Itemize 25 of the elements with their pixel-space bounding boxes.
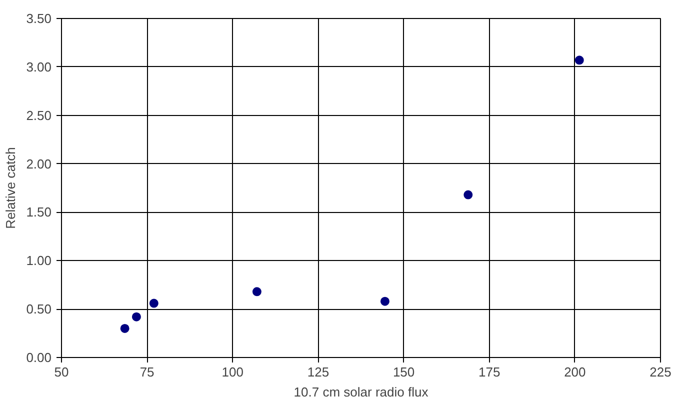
point — [574, 56, 584, 65]
point — [149, 298, 158, 308]
y-axis-title: Relative catch — [3, 147, 18, 229]
x-tick-label: 75 — [140, 364, 154, 380]
x-tick-label: 100 — [222, 364, 244, 380]
y-tick-label: 1.00 — [26, 253, 52, 268]
x-tick-label: 125 — [307, 364, 330, 380]
y-tick-label: 1.50 — [26, 204, 52, 220]
x-tick-label: 200 — [564, 364, 586, 380]
y-tick-label: 0.50 — [26, 302, 52, 317]
point — [132, 312, 141, 322]
y-tick-label: 2.50 — [26, 108, 52, 123]
y-tick-label: 0.00 — [26, 350, 52, 365]
x-tick-label: 225 — [650, 364, 672, 380]
point — [252, 287, 262, 296]
point — [120, 324, 130, 333]
x-axis-title: 10.7 cm solar radio flux — [294, 384, 429, 400]
x-tick-label: 150 — [392, 364, 415, 380]
point — [464, 190, 473, 200]
point — [380, 296, 390, 306]
x-tick-label: 175 — [478, 364, 500, 380]
x-tick-label: 50 — [54, 364, 69, 380]
y-tick-label: 3.00 — [26, 59, 52, 74]
y-tick-label: 3.50 — [26, 11, 52, 26]
y-tick-label: 2.00 — [26, 156, 52, 172]
